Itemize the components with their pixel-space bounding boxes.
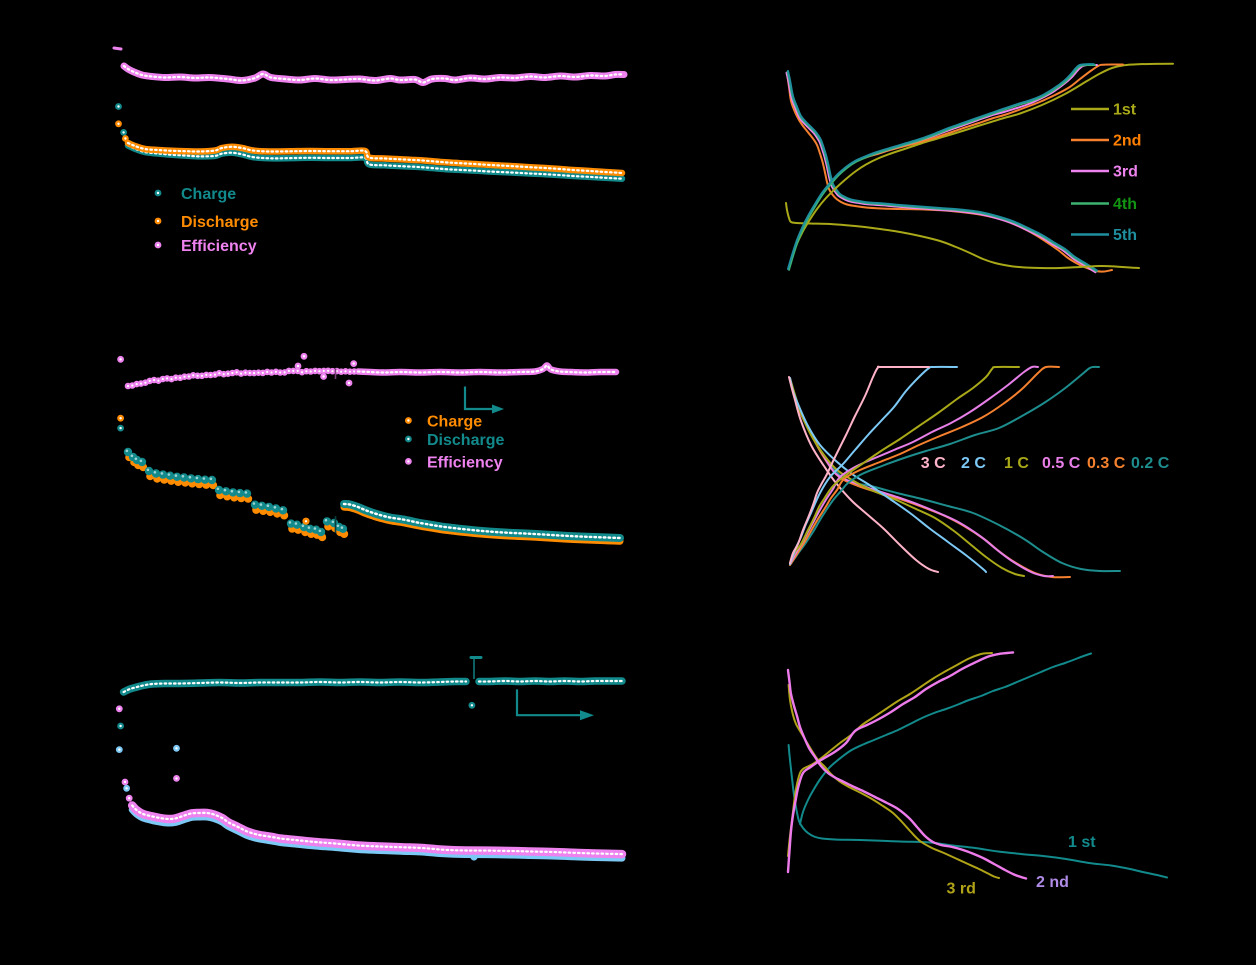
- svg-text:3rd: 3rd: [1113, 164, 1138, 181]
- svg-text:4th: 4th: [1113, 196, 1137, 213]
- svg-text:1 C: 1 C: [1004, 455, 1029, 472]
- svg-text:2 nd: 2 nd: [1036, 874, 1069, 891]
- svg-text:Efficiency: Efficiency: [427, 454, 503, 471]
- svg-text:3 rd: 3 rd: [947, 881, 976, 898]
- svg-text:Charge: Charge: [181, 186, 236, 203]
- svg-text:Efficiency: Efficiency: [181, 238, 257, 255]
- svg-text:1 st: 1 st: [1068, 834, 1096, 851]
- svg-text:3 C: 3 C: [921, 455, 946, 472]
- svg-text:2nd: 2nd: [1113, 133, 1141, 150]
- svg-text:Discharge: Discharge: [181, 214, 258, 231]
- svg-text:0.2 C: 0.2 C: [1131, 455, 1170, 472]
- svg-text:0.5 C: 0.5 C: [1042, 455, 1081, 472]
- svg-text:2 C: 2 C: [961, 455, 986, 472]
- svg-text:0.3 C: 0.3 C: [1087, 455, 1126, 472]
- svg-text:5th: 5th: [1113, 227, 1137, 244]
- svg-text:Charge: Charge: [427, 414, 482, 431]
- svg-text:1st: 1st: [1113, 102, 1137, 119]
- svg-text:Discharge: Discharge: [427, 432, 504, 449]
